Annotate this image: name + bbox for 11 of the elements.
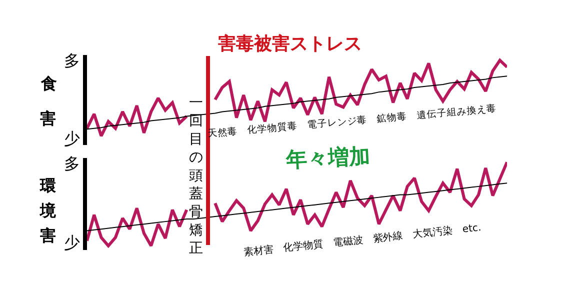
text: 少 — [64, 129, 80, 148]
annotation: 素材害 化学物質 電磁波 紫外線 大気汚染 etc. — [243, 222, 482, 258]
text: 多 — [64, 51, 80, 70]
y-axis-title: 環境害 — [39, 176, 57, 245]
chart-title: 害毒被害ストレス — [218, 33, 362, 54]
text: 少 — [64, 233, 80, 252]
text: 一回目の頭蓋骨矯正 — [189, 95, 203, 257]
y-axis-title: 食害 — [40, 74, 57, 128]
annotation: 年々増加 — [284, 144, 371, 172]
text: 多 — [64, 154, 80, 173]
annotation: 天然毒 化学物質毒 電子レンジ毒 鉱物毒 遺伝子組み換え毒 — [207, 102, 497, 140]
